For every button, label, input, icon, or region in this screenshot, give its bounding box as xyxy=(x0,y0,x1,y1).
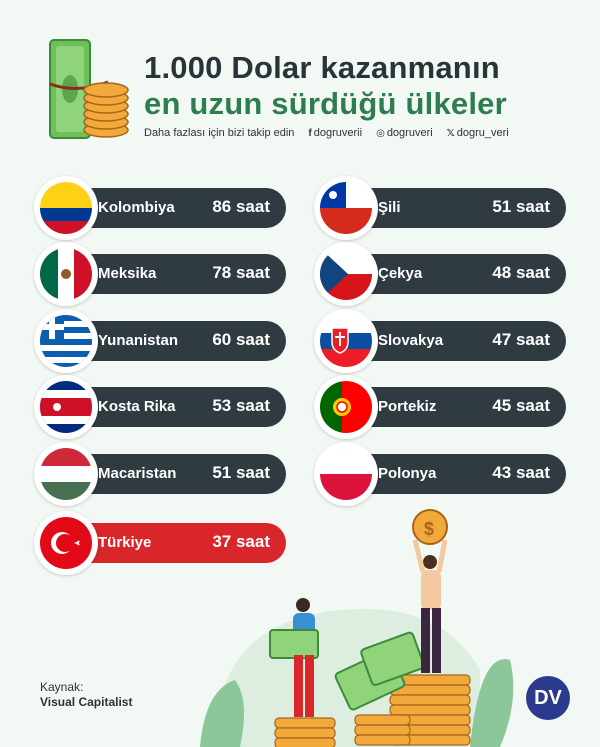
facebook-icon: f xyxy=(308,127,312,139)
chile-flag-icon xyxy=(320,182,372,234)
turkey-flag-icon xyxy=(40,517,92,569)
portugal-flag-icon xyxy=(320,381,372,433)
poland-flag-icon xyxy=(320,448,372,500)
social-handle: dogru_veri xyxy=(456,127,509,139)
instagram-icon: ◎ xyxy=(376,127,385,139)
hours-label: 78 saat xyxy=(212,263,270,282)
country-label: Meksika xyxy=(98,265,157,282)
social-handle: dogruverii xyxy=(313,127,363,139)
mexico-flag-icon xyxy=(40,248,92,300)
social-instagram[interactable]: ◎ dogruveri xyxy=(376,127,433,139)
country-label: Polonya xyxy=(378,465,437,482)
hours-label: 47 saat xyxy=(492,330,550,349)
greece-flag-icon xyxy=(40,315,92,367)
flag-badge xyxy=(314,375,378,439)
hours-label: 86 saat xyxy=(212,197,270,216)
social-facebook[interactable]: f dogruverii xyxy=(308,127,362,139)
czechia-flag-icon xyxy=(320,248,372,300)
hours-label: 60 saat xyxy=(212,330,270,349)
country-label: Slovakya xyxy=(378,332,444,349)
social-handle: dogruveri xyxy=(386,127,433,139)
flag-badge xyxy=(34,442,98,506)
money-coins-icon xyxy=(49,39,129,139)
follow-bar: Daha fazlası için bizi takip edin f dogr… xyxy=(144,127,509,139)
flag-badge xyxy=(34,511,98,575)
people-money-illustration: $ xyxy=(200,509,514,747)
hours-label: 51 saat xyxy=(212,463,270,482)
social-x[interactable]: 𝕏 dogru_veri xyxy=(447,127,509,139)
page-title-line1: 1.000 Dolar kazanmanın xyxy=(144,50,500,85)
flag-badge xyxy=(34,242,98,306)
page-title-line2: en uzun sürdüğü ülkeler xyxy=(144,86,507,121)
x-icon: 𝕏 xyxy=(446,127,455,139)
hours-label: 51 saat xyxy=(492,197,550,216)
country-label: Çekya xyxy=(378,265,423,282)
country-label: Kolombiya xyxy=(98,199,175,216)
country-label: Yunanistan xyxy=(98,332,179,349)
country-label: Türkiye xyxy=(98,534,152,551)
source-label: Kaynak: xyxy=(40,680,84,694)
hours-label: 37 saat xyxy=(212,532,270,551)
flag-badge xyxy=(314,242,378,306)
country-label: Portekiz xyxy=(378,398,437,415)
costa-rica-flag-icon xyxy=(40,381,92,433)
hungary-flag-icon xyxy=(40,448,92,500)
flag-badge xyxy=(34,375,98,439)
hours-label: 53 saat xyxy=(212,396,270,415)
hours-label: 43 saat xyxy=(492,463,550,482)
follow-text: Daha fazlası için bizi takip edin xyxy=(144,127,295,139)
source-value: Visual Capitalist xyxy=(40,695,133,709)
flag-badge xyxy=(314,176,378,240)
flag-badge xyxy=(314,309,378,373)
country-label: Macaristan xyxy=(98,465,177,482)
country-label: Şili xyxy=(378,199,401,216)
flag-badge xyxy=(314,442,378,506)
flag-badge xyxy=(34,309,98,373)
country-label: Kosta Rika xyxy=(98,398,176,415)
hours-label: 48 saat xyxy=(492,263,550,282)
svg-text:$: $ xyxy=(424,519,434,539)
flag-badge xyxy=(34,176,98,240)
slovakia-flag-icon xyxy=(320,315,372,367)
dv-logo: DV xyxy=(526,676,570,720)
hours-label: 45 saat xyxy=(492,396,550,415)
colombia-flag-icon xyxy=(40,182,92,234)
